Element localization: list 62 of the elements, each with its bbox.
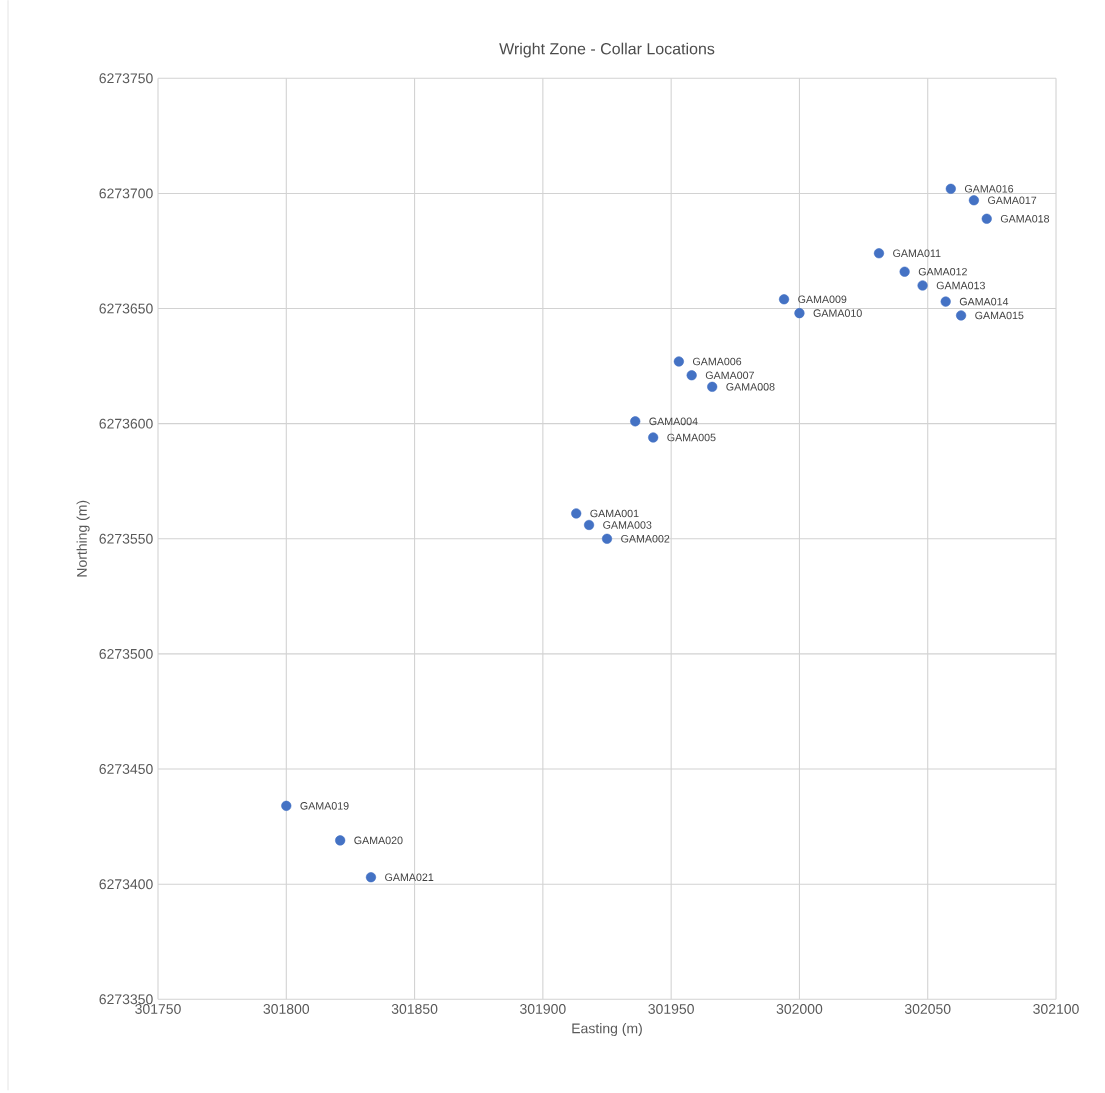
annotation: GAMA014 (959, 297, 1009, 306)
point (794, 307, 805, 319)
point (673, 356, 684, 367)
y-tick-label: 6273450 (99, 763, 153, 774)
annotation: GAMA019 (300, 801, 349, 810)
x-tick-label: 302050 (904, 1003, 951, 1014)
point (917, 280, 928, 291)
annotation: GAMA011 (893, 249, 941, 257)
annotation: GAMA013 (936, 281, 985, 290)
y-tick-label: 6273650 (99, 303, 153, 314)
point (945, 183, 956, 194)
x-tick-label: 301750 (135, 1003, 181, 1014)
point (707, 381, 718, 392)
annotation: GAMA009 (798, 295, 847, 303)
x-tick-label: 302000 (776, 1003, 823, 1014)
annotation: GAMA018 (1000, 214, 1050, 223)
x-tick-label: 301800 (263, 1003, 310, 1014)
annotation: GAMA006 (692, 357, 742, 366)
x-tick-label: 301850 (391, 1003, 438, 1014)
x-tick-label: 302100 (1033, 1003, 1079, 1014)
y-tick-label: 6273600 (99, 418, 153, 429)
point (571, 508, 582, 519)
point (899, 266, 910, 277)
point (648, 432, 659, 443)
x-tick-label: 301900 (520, 1003, 566, 1014)
annotation: GAMA008 (726, 382, 775, 391)
point (365, 872, 377, 883)
y-tick-label: 6273350 (99, 994, 153, 1005)
annotation: GAMA010 (813, 309, 862, 317)
point (335, 835, 346, 846)
point (968, 195, 979, 206)
point (281, 800, 292, 811)
x-tick-label: 301950 (648, 1003, 694, 1014)
annotation: GAMA001 (590, 509, 639, 518)
point (981, 213, 992, 224)
point (686, 370, 697, 381)
point (873, 248, 885, 259)
point (956, 310, 967, 321)
annotation: GAMA002 (621, 534, 670, 543)
point (778, 294, 790, 305)
x-axis-title: Easting (m) (572, 1022, 642, 1036)
annotation: GAMA017 (988, 196, 1037, 204)
annotation: GAMA020 (354, 836, 403, 845)
point (583, 519, 595, 530)
y-tick-label: 6273750 (99, 73, 153, 84)
y-tick-label: 6273400 (99, 879, 153, 890)
point (940, 296, 951, 307)
annotation: GAMA012 (918, 267, 967, 276)
annotation: GAMA015 (975, 311, 1024, 320)
point (601, 533, 613, 544)
y-axis-title: Northing (m) (76, 500, 90, 577)
y-tick-label: 6273550 (99, 533, 153, 544)
annotation: GAMA016 (964, 184, 1014, 193)
annotation: GAMA007 (705, 371, 754, 379)
y-tick-label: 6273700 (99, 188, 153, 199)
annotation: GAMA004 (649, 417, 698, 426)
annotation: GAMA003 (603, 521, 652, 529)
annotation: GAMA005 (667, 433, 716, 442)
annotation: GAMA021 (385, 873, 434, 881)
chart-title: Wright Zone - Collar Locations (499, 42, 715, 58)
y-tick-label: 6273500 (99, 648, 153, 659)
point (630, 416, 641, 427)
